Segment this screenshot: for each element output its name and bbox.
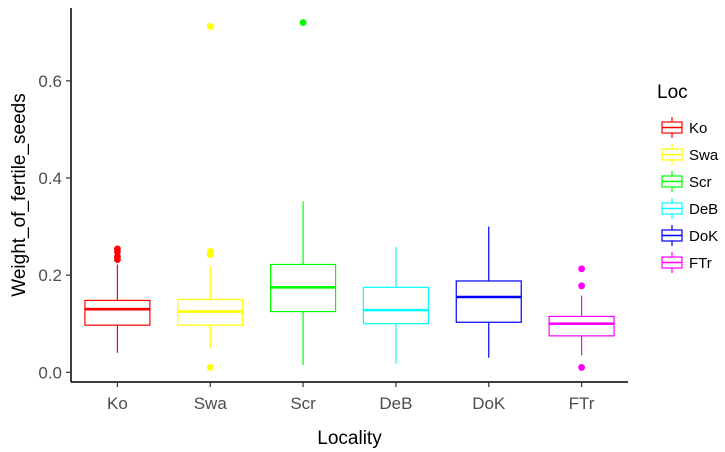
y-axis-title: Weight_of_fertile_seeds (9, 93, 30, 297)
legend: Loc Ko Swa Scr DeB DoK FTr (657, 82, 719, 273)
legend-label: FTr (689, 255, 712, 272)
legend-label: Swa (689, 147, 719, 164)
box-scr (269, 19, 337, 365)
outlier-point (578, 265, 585, 273)
x-tick-label: Swa (194, 394, 228, 413)
x-tick-label: DoK (472, 394, 506, 413)
legend-label: Ko (689, 120, 707, 137)
x-tick-label: FTr (569, 394, 595, 413)
outlier-point (206, 247, 214, 255)
legend-item-scr: Scr (661, 171, 712, 192)
box-swa (177, 23, 244, 371)
outlier-point (206, 23, 214, 30)
box-iqr (548, 315, 615, 337)
legend-item-ko: Ko (661, 117, 707, 138)
legend-item-ftr: FTr (661, 252, 712, 273)
box-deb (362, 246, 430, 364)
y-tick-label: 0.2 (38, 266, 62, 285)
x-axis-title: Locality (317, 428, 382, 449)
outlier-point (299, 19, 307, 26)
box-iqr (362, 286, 430, 325)
outlier-point (114, 245, 121, 253)
y-tick-label: 0.0 (38, 363, 62, 382)
y-tick-label: 0.6 (38, 72, 62, 91)
legend-label: DeB (689, 201, 718, 218)
x-tick-label: Scr (290, 394, 316, 413)
x-tick-label: Ko (107, 394, 128, 413)
box-iqr (455, 280, 522, 323)
y-tick-label: 0.4 (38, 169, 62, 188)
plot-area (84, 19, 615, 371)
x-axis-ticks: Ko Swa Scr DeB DoK FTr (107, 382, 595, 413)
legend-item-dok: DoK (661, 225, 718, 246)
outlier-point (206, 364, 214, 371)
legend-label: DoK (689, 228, 718, 245)
legend-item-deb: DeB (661, 198, 718, 219)
box-ko (84, 245, 151, 353)
box-ftr (548, 265, 615, 371)
outlier-point (578, 282, 585, 290)
outlier-point (114, 253, 121, 261)
legend-label: Scr (689, 174, 712, 191)
y-axis-ticks: 0.0 0.2 0.4 0.6 (38, 72, 71, 382)
outlier-point (578, 364, 585, 371)
x-tick-label: DeB (379, 394, 412, 413)
legend-title: Loc (657, 82, 688, 103)
box-iqr (84, 299, 151, 326)
box-dok (455, 226, 522, 358)
legend-item-swa: Swa (661, 144, 719, 165)
